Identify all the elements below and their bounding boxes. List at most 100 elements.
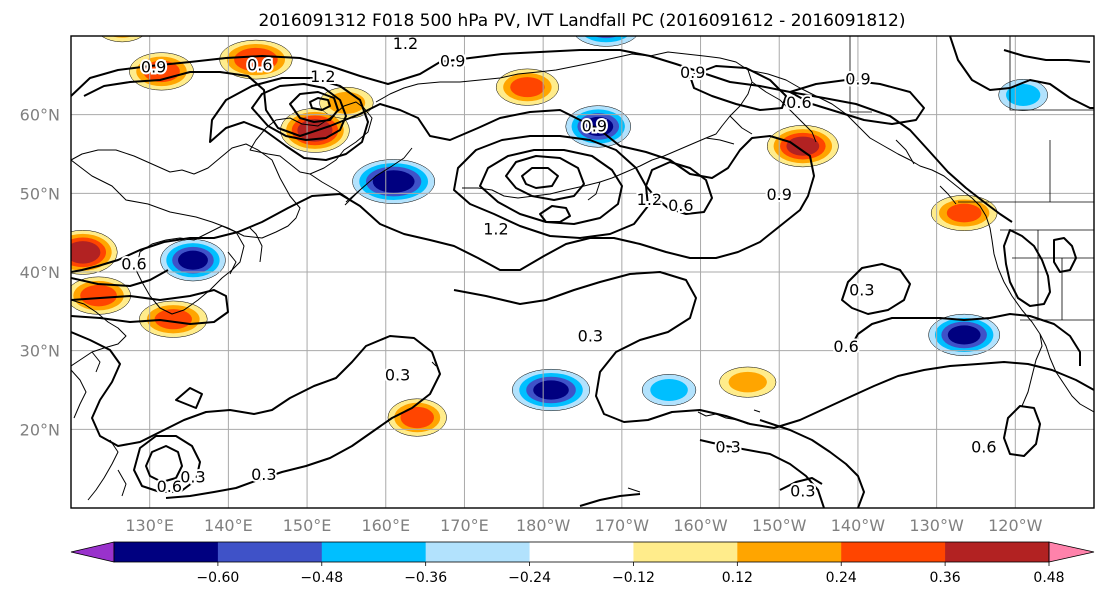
longitude-tick-label: 120°W [988,516,1043,535]
colorbar-segment [217,542,323,562]
contour-label: 0.6 [247,55,272,74]
shading-level [234,47,278,72]
shaded-feature [71,276,131,315]
colorbar-frame [113,541,1050,563]
shading-level [510,77,545,98]
shaded-feature [766,125,839,168]
colorbar-tick-label: −0.60 [196,570,239,586]
shading-level [650,379,688,401]
contour-label: 1.2 [637,190,662,209]
colorbar-extend-high [1048,541,1095,563]
colorbar-segment [945,542,1050,562]
shading-level [372,170,415,193]
shading-level [786,136,820,156]
shaded-feature [139,300,208,338]
contour-label: 0.9 [440,51,465,70]
colorbar-tick-label: 0.12 [722,570,753,586]
shading-level [583,116,614,137]
longitude-tick-label: 160°E [361,516,410,535]
contour-label: 0.3 [790,482,815,501]
longitude-tick-label: 180°W [516,516,571,535]
contour-label: 0.9 [141,58,166,77]
contour-label: 1.2 [310,67,335,86]
pv-contours [71,36,1094,508]
shading-level [947,325,981,345]
shaded-feature [160,239,226,282]
contour-labels: 0.9 0.6 1.2 1.2 0.9 0.9 0.6 0.9 0.9 0.9 1.2 0.6 1.2 0… [119,34,998,503]
map-title: 2016091312 F018 500 hPa PV, IVT Landfall… [258,11,905,31]
shaded-feature [930,195,998,231]
contour-label: 0.3 [578,327,603,346]
shading-level [728,371,767,393]
shading-level [178,250,208,270]
contour-label: 0.3 [385,365,410,384]
shading-level [400,406,434,429]
colorbar-segment [633,542,738,562]
shading-level [1006,84,1041,106]
shading-level [154,309,192,330]
colorbar-tick-label: −0.48 [300,570,343,586]
contour-label: 0.3 [849,280,874,299]
shading-level [71,241,101,264]
longitude-tick-label: 170°W [595,516,650,535]
latitude-tick-label: 50°N [20,184,60,203]
colorbar-tick-label: 0.24 [826,570,857,586]
colorbar-tick-label: −0.36 [404,570,447,586]
colorbar-segment [425,542,531,562]
contour-label: 0.9 [582,117,607,136]
contour-label: 0.3 [715,438,740,457]
contour-label: 1.2 [483,220,508,239]
shaded-feature [219,39,293,80]
shaded-feature [71,230,118,275]
shaded-feature [998,79,1048,111]
longitude-labels: 130°E 140°E 150°E 160°E 170°E 180°W 170°W 160°W… [125,516,1042,535]
latitude-tick-label: 40°N [20,263,60,282]
colorbar-segment [321,542,427,562]
latitude-tick-label: 30°N [20,342,60,361]
shaded-feature [719,366,777,398]
shading-level [533,380,569,400]
shaded-feature [352,159,436,204]
shaded-feature [641,374,697,406]
shading-level [108,15,137,34]
contour-label: 1.2 [393,34,418,53]
latitude-tick-label: 20°N [20,420,60,439]
longitude-tick-label: 160°W [673,516,728,535]
longitude-tick-label: 140°E [204,516,253,535]
colorbar-extend-low [70,541,115,563]
contour-label: 0.9 [767,185,792,204]
colorbar-segment [529,542,634,562]
longitude-tick-label: 140°W [831,516,886,535]
colorbar: −0.60 −0.48 −0.36 −0.24 −0.12 0.12 0.24 0.36 0.4… [70,541,1095,586]
colorbar-segment [114,542,219,562]
contour-label: 0.6 [971,438,996,457]
contour-label: 0.6 [833,337,858,356]
latitude-tick-label: 60°N [20,106,60,125]
shaded-feature [928,313,1001,356]
longitude-tick-label: 170°E [440,516,489,535]
shading-level [101,36,144,43]
colorbar-tick-label: −0.12 [612,570,655,586]
colorbar-tick-label: −0.24 [508,570,551,586]
map-panel: 0.9 0.6 1.2 1.2 0.9 0.9 0.6 0.9 0.9 0.9 1.2 0.6 1.2 0… [70,15,1095,509]
contour-label: 0.6 [121,254,146,273]
longitude-tick-label: 150°W [752,516,807,535]
colorbar-tick-label: 0.48 [1033,570,1064,586]
longitude-tick-label: 130°E [125,516,174,535]
contour-label: 0.6 [157,477,182,496]
contour-label: 0.3 [251,465,276,484]
colorbar-segment [841,542,946,562]
pv-anomaly-shading [71,15,1048,437]
shading-level [111,36,133,38]
longitude-tick-label: 150°E [283,516,332,535]
longitude-tick-label: 130°W [909,516,964,535]
contour-label: 0.9 [680,63,705,82]
coastlines [71,51,1094,501]
contour-label: 0.3 [180,468,205,487]
map-frame [70,35,1095,509]
colorbar-tick-label: 0.36 [930,570,961,586]
latitude-labels: 60°N 50°N 40°N 30°N 20°N [20,106,60,440]
contour-label: 0.6 [668,196,693,215]
shaded-feature [512,368,591,412]
